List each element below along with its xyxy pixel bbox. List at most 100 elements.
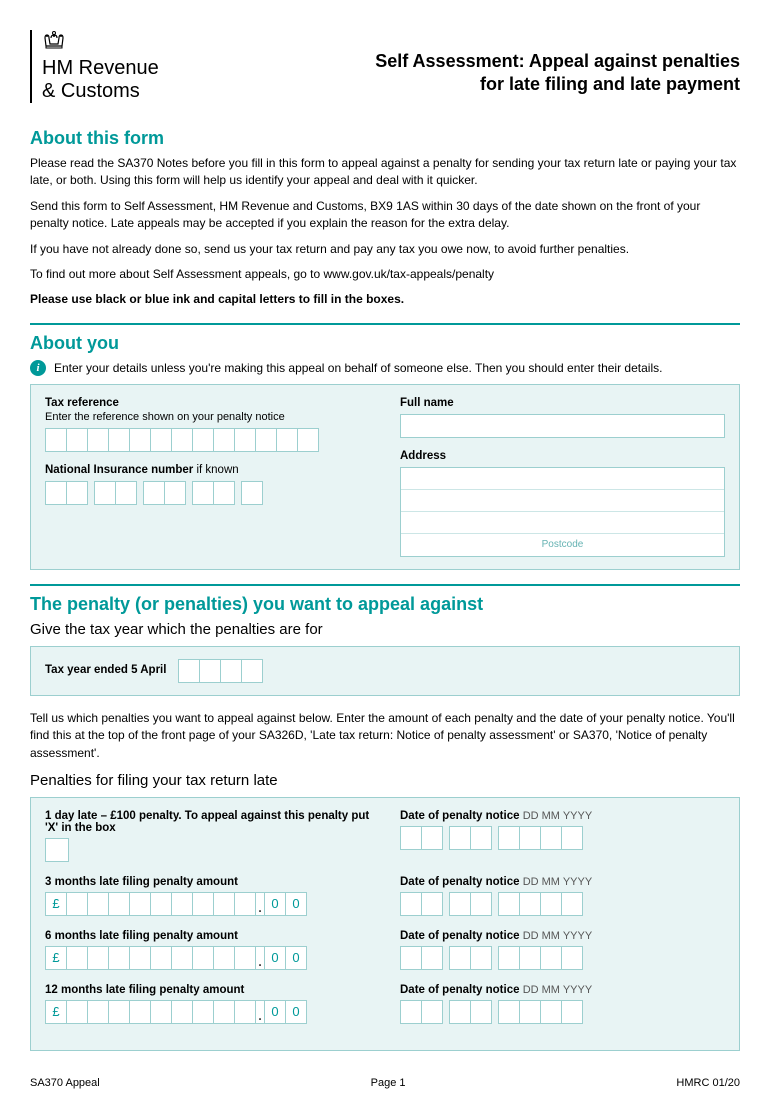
char-box[interactable] (87, 428, 109, 452)
char-box[interactable] (400, 826, 422, 850)
char-box[interactable] (129, 428, 151, 452)
char-box[interactable] (421, 892, 443, 916)
char-box[interactable] (276, 428, 298, 452)
char-box[interactable] (449, 892, 471, 916)
ni-boxes[interactable] (45, 481, 370, 505)
tax-ref-boxes[interactable] (45, 428, 370, 452)
char-box[interactable] (178, 659, 200, 683)
char-box[interactable] (421, 826, 443, 850)
char-box[interactable] (421, 946, 443, 970)
char-box[interactable] (199, 659, 221, 683)
about-form-p1: Please read the SA370 Notes before you f… (30, 155, 740, 190)
char-box[interactable] (94, 481, 116, 505)
char-box[interactable] (150, 428, 172, 452)
char-box[interactable] (213, 481, 235, 505)
char-box[interactable] (143, 481, 165, 505)
checkbox[interactable] (45, 838, 69, 862)
hmrc-logo: HM Revenue & Customs (30, 30, 159, 103)
penalties-body: Tell us which penalties you want to appe… (30, 710, 740, 762)
char-box[interactable] (498, 1000, 520, 1024)
about-form-p3: If you have not already done so, send us… (30, 241, 740, 258)
char-box[interactable] (171, 428, 193, 452)
char-box[interactable] (519, 946, 541, 970)
char-box[interactable] (220, 659, 242, 683)
char-box[interactable] (519, 1000, 541, 1024)
date-input[interactable] (400, 826, 725, 850)
char-box[interactable] (421, 1000, 443, 1024)
tax-ref-label: Tax reference (45, 397, 370, 409)
char-box[interactable] (540, 826, 562, 850)
address-input[interactable]: Postcode (400, 467, 725, 557)
char-box[interactable] (45, 428, 67, 452)
char-box[interactable] (115, 481, 137, 505)
char-box[interactable] (192, 481, 214, 505)
pound-icon: £ (45, 892, 67, 916)
pound-icon: £ (45, 1000, 67, 1024)
char-box[interactable] (540, 1000, 562, 1024)
tax-ref-sublabel: Enter the reference shown on your penalt… (45, 411, 370, 423)
penalties-section: The penalty (or penalties) you want to a… (30, 594, 740, 1051)
amount-input[interactable]: £.00 (45, 1000, 370, 1024)
page-footer: SA370 Appeal Page 1 HMRC 01/20 (30, 1071, 740, 1089)
char-box[interactable] (400, 946, 422, 970)
amount-input[interactable]: £.00 (45, 892, 370, 916)
amount-input[interactable]: £.00 (45, 946, 370, 970)
penalty-label: 12 months late filing penalty amount (45, 984, 370, 996)
char-box[interactable] (519, 892, 541, 916)
about-you-section: About you i Enter your details unless yo… (30, 333, 740, 570)
char-box[interactable] (213, 428, 235, 452)
char-box[interactable] (164, 481, 186, 505)
char-box[interactable] (498, 826, 520, 850)
penalty-row: 6 months late filing penalty amount£.00D… (45, 930, 725, 970)
footer-left: SA370 Appeal (30, 1077, 100, 1089)
char-box[interactable] (297, 428, 319, 452)
footer-center: Page 1 (371, 1077, 406, 1089)
fullname-label: Full name (400, 397, 725, 409)
char-box[interactable] (470, 892, 492, 916)
char-box[interactable] (498, 946, 520, 970)
char-box[interactable] (241, 481, 263, 505)
char-box[interactable] (400, 1000, 422, 1024)
char-box[interactable] (400, 892, 422, 916)
crown-icon (42, 30, 159, 53)
date-input[interactable] (400, 1000, 725, 1024)
about-you-info: Enter your details unless you're making … (54, 361, 662, 375)
date-input[interactable] (400, 946, 725, 970)
char-box[interactable] (519, 826, 541, 850)
tax-year-boxes[interactable] (178, 659, 262, 683)
char-box[interactable] (255, 428, 277, 452)
char-box[interactable] (561, 946, 583, 970)
org-name-line1: HM Revenue (42, 57, 159, 80)
char-box[interactable] (470, 946, 492, 970)
divider (30, 323, 740, 325)
about-you-heading: About you (30, 333, 740, 354)
about-form-section: About this form Please read the SA370 No… (30, 128, 740, 309)
penalty-row: 3 months late filing penalty amount£.00D… (45, 876, 725, 916)
about-form-heading: About this form (30, 128, 740, 149)
char-box[interactable] (241, 659, 263, 683)
char-box[interactable] (540, 946, 562, 970)
char-box[interactable] (234, 428, 256, 452)
char-box[interactable] (45, 481, 67, 505)
char-box[interactable] (108, 428, 130, 452)
char-box[interactable] (66, 481, 88, 505)
postcode-label: Postcode (401, 539, 724, 550)
char-box[interactable] (66, 428, 88, 452)
char-box[interactable] (449, 1000, 471, 1024)
char-box[interactable] (470, 1000, 492, 1024)
char-box[interactable] (561, 1000, 583, 1024)
char-box[interactable] (449, 826, 471, 850)
penalties-sub2: Penalties for filing your tax return lat… (30, 772, 740, 789)
char-box[interactable] (192, 428, 214, 452)
date-input[interactable] (400, 892, 725, 916)
char-box[interactable] (540, 892, 562, 916)
char-box[interactable] (470, 826, 492, 850)
char-box[interactable] (449, 946, 471, 970)
char-box[interactable] (561, 892, 583, 916)
char-box[interactable] (498, 892, 520, 916)
char-box[interactable] (561, 826, 583, 850)
penalties-sub1: Give the tax year which the penalties ar… (30, 621, 740, 638)
penalty-label: 1 day late – £100 penalty. To appeal aga… (45, 810, 370, 834)
fullname-input[interactable] (400, 414, 725, 438)
date-label: Date of penalty notice DD MM YYYY (400, 930, 725, 942)
